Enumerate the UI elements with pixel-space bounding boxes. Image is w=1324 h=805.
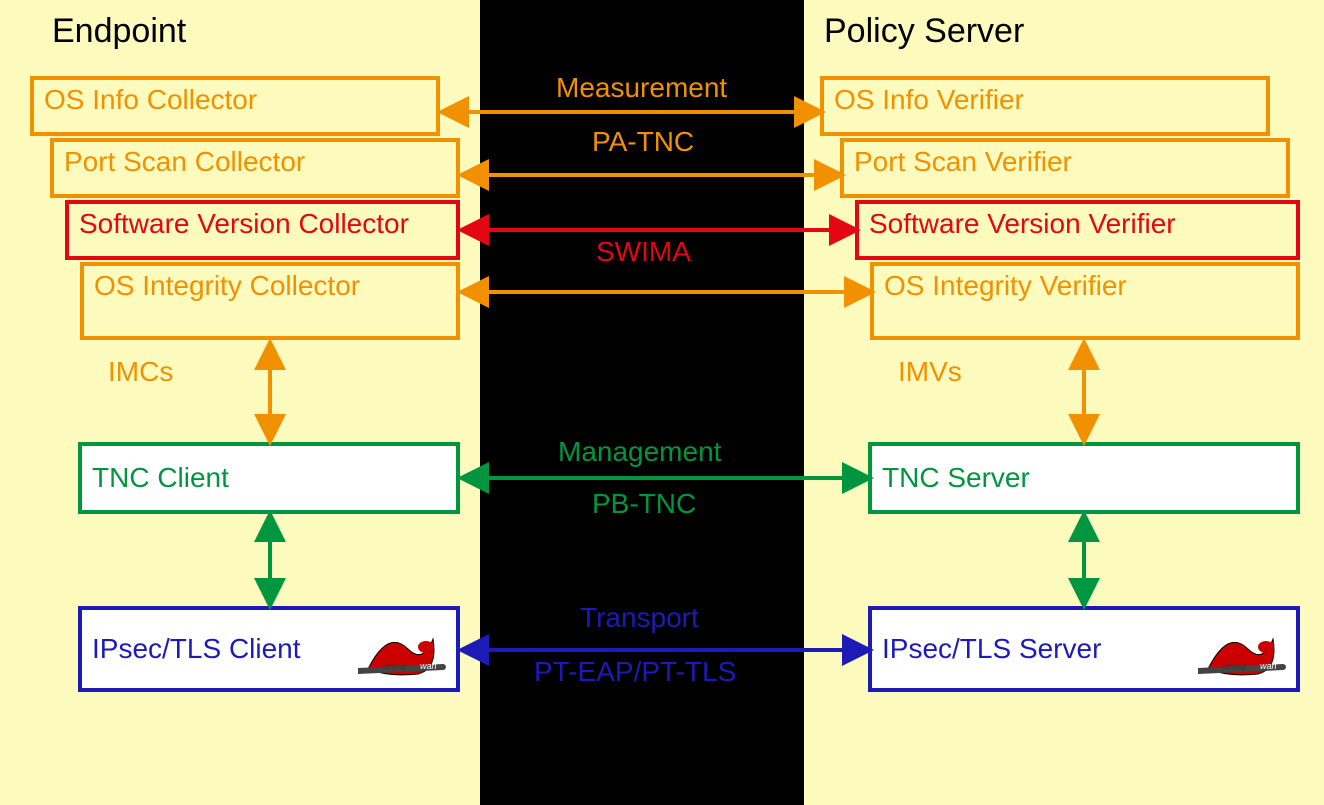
sw-version-verifier-label: Software Version Verifier <box>869 208 1176 239</box>
os-integrity-verifier: OS Integrity Verifier <box>870 262 1300 340</box>
imv-label: IMVs <box>898 356 962 388</box>
os-info-collector-label: OS Info Collector <box>44 84 257 115</box>
management-label: Management <box>558 436 721 468</box>
sw-version-verifier: Software Version Verifier <box>855 200 1300 260</box>
transport-label: Transport <box>580 602 699 634</box>
ipsec-server-label: IPsec/TLS Server <box>882 633 1101 665</box>
policy-server-panel: Policy Server OS Info Verifier Port Scan… <box>804 0 1324 805</box>
measurement-label: Measurement <box>556 72 727 104</box>
os-info-collector: OS Info Collector <box>30 76 440 136</box>
policy-server-title: Policy Server <box>824 12 1024 51</box>
svg-text:wan: wan <box>420 661 437 671</box>
os-integrity-collector: OS Integrity Collector <box>80 262 460 340</box>
os-integrity-verifier-label: OS Integrity Verifier <box>884 270 1127 301</box>
sw-version-collector: Software Version Collector <box>65 200 460 260</box>
port-scan-verifier-label: Port Scan Verifier <box>854 146 1072 177</box>
pb-tnc-label: PB-TNC <box>592 488 696 520</box>
port-scan-verifier: Port Scan Verifier <box>840 138 1290 198</box>
pa-tnc-label: PA-TNC <box>592 126 694 158</box>
strongswan-logo-icon: strong wan <box>1198 619 1288 679</box>
endpoint-title: Endpoint <box>52 12 186 51</box>
ipsec-client: IPsec/TLS Client strong wan <box>78 606 460 692</box>
os-integrity-collector-label: OS Integrity Collector <box>94 270 360 301</box>
svg-text:strong: strong <box>1223 662 1245 671</box>
svg-text:wan: wan <box>1260 661 1277 671</box>
ipsec-server: IPsec/TLS Server strong wan <box>868 606 1300 692</box>
tnc-client: TNC Client <box>78 442 460 514</box>
pt-label: PT-EAP/PT-TLS <box>534 656 736 688</box>
os-info-verifier-label: OS Info Verifier <box>834 84 1024 115</box>
sw-version-collector-label: Software Version Collector <box>79 208 409 239</box>
tnc-client-label: TNC Client <box>92 462 229 494</box>
port-scan-collector-label: Port Scan Collector <box>64 146 305 177</box>
os-info-verifier: OS Info Verifier <box>820 76 1270 136</box>
imc-label: IMCs <box>108 356 173 388</box>
ipsec-client-label: IPsec/TLS Client <box>92 633 301 665</box>
tnc-server: TNC Server <box>868 442 1300 514</box>
tnc-server-label: TNC Server <box>882 462 1030 494</box>
port-scan-collector: Port Scan Collector <box>50 138 460 198</box>
svg-text:strong: strong <box>383 662 405 671</box>
strongswan-logo-icon: strong wan <box>358 619 448 679</box>
endpoint-panel: Endpoint OS Info Collector Port Scan Col… <box>0 0 480 805</box>
swima-label: SWIMA <box>596 236 691 268</box>
